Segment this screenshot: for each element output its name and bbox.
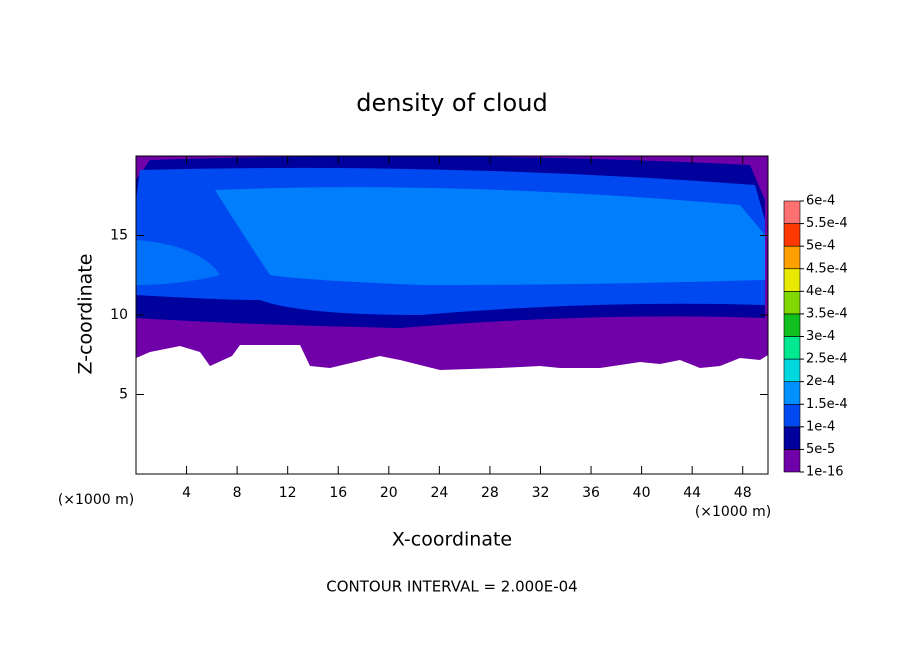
colorbar-label: 5e-5	[806, 442, 835, 457]
colorbar-label: 3e-4	[806, 329, 835, 344]
colorbar-swatch	[783, 381, 801, 405]
colorbar-swatch	[783, 245, 801, 270]
contour-region	[136, 240, 220, 285]
colorbar-label: 4.5e-4	[806, 261, 848, 276]
x-tick-label: 36	[582, 485, 600, 501]
colorbar-swatch	[783, 358, 801, 382]
colorbar-label: 4e-4	[806, 284, 835, 299]
colorbar-label: 1.5e-4	[806, 397, 848, 412]
x-tick-label: 8	[233, 485, 242, 501]
colorbar-swatch	[783, 426, 801, 450]
y-tick-label: 5	[119, 387, 128, 403]
x-unit: (×1000 m)	[695, 504, 771, 520]
colorbar-label: 3.5e-4	[806, 306, 848, 321]
x-tick-label: 16	[329, 485, 347, 501]
colorbar-label: 6e-4	[806, 194, 835, 209]
colorbar-swatch	[783, 200, 801, 224]
x-tick-label: 24	[430, 485, 448, 501]
contour-field	[136, 156, 768, 370]
colorbar-label: 5.5e-4	[806, 216, 848, 231]
x-tick-label: 20	[380, 485, 398, 501]
colorbar-swatch	[783, 291, 801, 315]
colorbar-swatch	[783, 223, 801, 247]
y-tick-label: 10	[110, 307, 128, 323]
colorbar-label: 5e-4	[806, 239, 835, 254]
colorbar-swatch	[783, 313, 801, 337]
y-axis-label: Z-coordinate	[75, 254, 97, 375]
y-tick-label: 15	[110, 228, 128, 244]
x-tick-label: 44	[683, 485, 701, 501]
colorbar-swatch	[783, 336, 801, 360]
footer-note: CONTOUR INTERVAL = 2.000E-04	[326, 578, 577, 596]
contour-region	[215, 187, 765, 285]
x-tick-label: 48	[734, 485, 752, 501]
colorbar-swatch	[783, 268, 801, 292]
colorbar-label: 1e-16	[806, 465, 844, 480]
colorbar-label: 1e-4	[806, 419, 835, 434]
colorbar-label: 2e-4	[806, 374, 835, 389]
chart-title: density of cloud	[356, 89, 547, 117]
x-axis-label: X-coordinate	[392, 529, 512, 551]
colorbar-swatch	[783, 403, 801, 428]
x-tick-label: 40	[633, 485, 651, 501]
colorbar-swatch	[783, 449, 801, 473]
x-tick-label: 32	[532, 485, 550, 501]
x-tick-label: 4	[182, 485, 191, 501]
y-unit: (×1000 m)	[58, 492, 134, 508]
x-tick-label: 12	[279, 485, 297, 501]
x-tick-label: 28	[481, 485, 499, 501]
colorbar-label: 2.5e-4	[806, 352, 848, 367]
